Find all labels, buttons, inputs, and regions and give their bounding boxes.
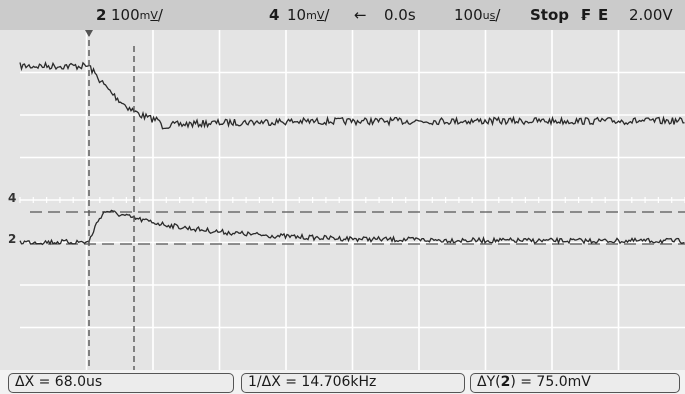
channel-4-trace: [19, 60, 685, 130]
delay-arrow-icon: ←: [354, 6, 367, 24]
channel-2-scale[interactable]: 100mV/: [111, 6, 163, 24]
horizontal-delay[interactable]: 0.0s: [384, 6, 416, 24]
delta-y-readout[interactable]: ΔY(2) = 75.0mV: [470, 373, 680, 393]
channel-2-ground-marker[interactable]: 2: [8, 232, 16, 246]
trigger-level[interactable]: 2.00V: [629, 6, 673, 24]
channel-2-trace: [19, 209, 685, 246]
status-bar: 2 100mV/ 4 10mV/ ← 0.0s 100us/ Stop ₣ E …: [0, 0, 685, 30]
channel-4-scale[interactable]: 10mV/: [287, 6, 330, 24]
channel-2-label[interactable]: 2: [96, 6, 107, 24]
run-state[interactable]: Stop: [530, 6, 570, 24]
trigger-reference-lines: [30, 211, 685, 245]
channel-4-ground-marker[interactable]: 4: [8, 191, 16, 205]
graticule: [19, 30, 685, 370]
time-cursors[interactable]: [85, 30, 135, 370]
channel-4-label[interactable]: 4: [269, 6, 280, 24]
trigger-mode[interactable]: E: [598, 6, 609, 24]
trigger-position-icon: [85, 30, 93, 37]
inverse-delta-x-readout[interactable]: 1/ΔX = 14.706kHz: [241, 373, 465, 393]
timebase-scale[interactable]: 100us/: [454, 6, 501, 24]
delta-x-readout[interactable]: ΔX = 68.0us: [8, 373, 234, 393]
trigger-slope-icon: ₣: [580, 6, 591, 24]
